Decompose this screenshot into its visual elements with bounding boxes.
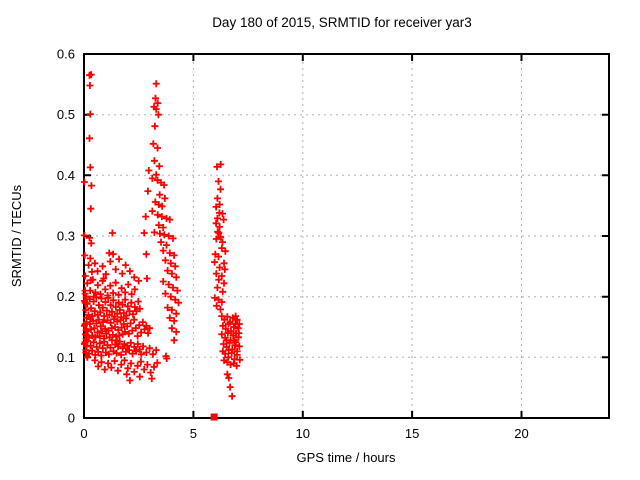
y-tick-label: 0.1: [57, 350, 75, 365]
chart-title: Day 180 of 2015, SRMTID for receiver yar…: [212, 15, 472, 30]
y-tick-label: 0.3: [57, 229, 75, 244]
x-tick-label: 20: [514, 426, 528, 441]
y-axis-label: SRMTID / TECUs: [9, 184, 24, 287]
x-tick-label: 10: [296, 426, 310, 441]
scatter-points: [80, 71, 244, 400]
y-tick-label: 0.2: [57, 289, 75, 304]
x-tick-label: 0: [80, 426, 87, 441]
x-tick-label: 15: [405, 426, 419, 441]
y-tick-label: 0: [68, 411, 75, 426]
filled-square-marker: [210, 413, 218, 421]
y-tick-label: 0.4: [57, 168, 75, 183]
tick-labels: 0 0.1 0.2 0.3 0.4 0.5 0.6 0 5 10 15 20: [57, 47, 529, 442]
gridlines: [84, 54, 609, 418]
grid-layer: [84, 54, 609, 418]
x-tick-label: 5: [190, 426, 197, 441]
data-points-layer: [80, 71, 244, 421]
y-tick-label: 0.6: [57, 47, 75, 62]
y-tick-label: 0.5: [57, 107, 75, 122]
x-axis-label: GPS time / hours: [297, 450, 396, 465]
